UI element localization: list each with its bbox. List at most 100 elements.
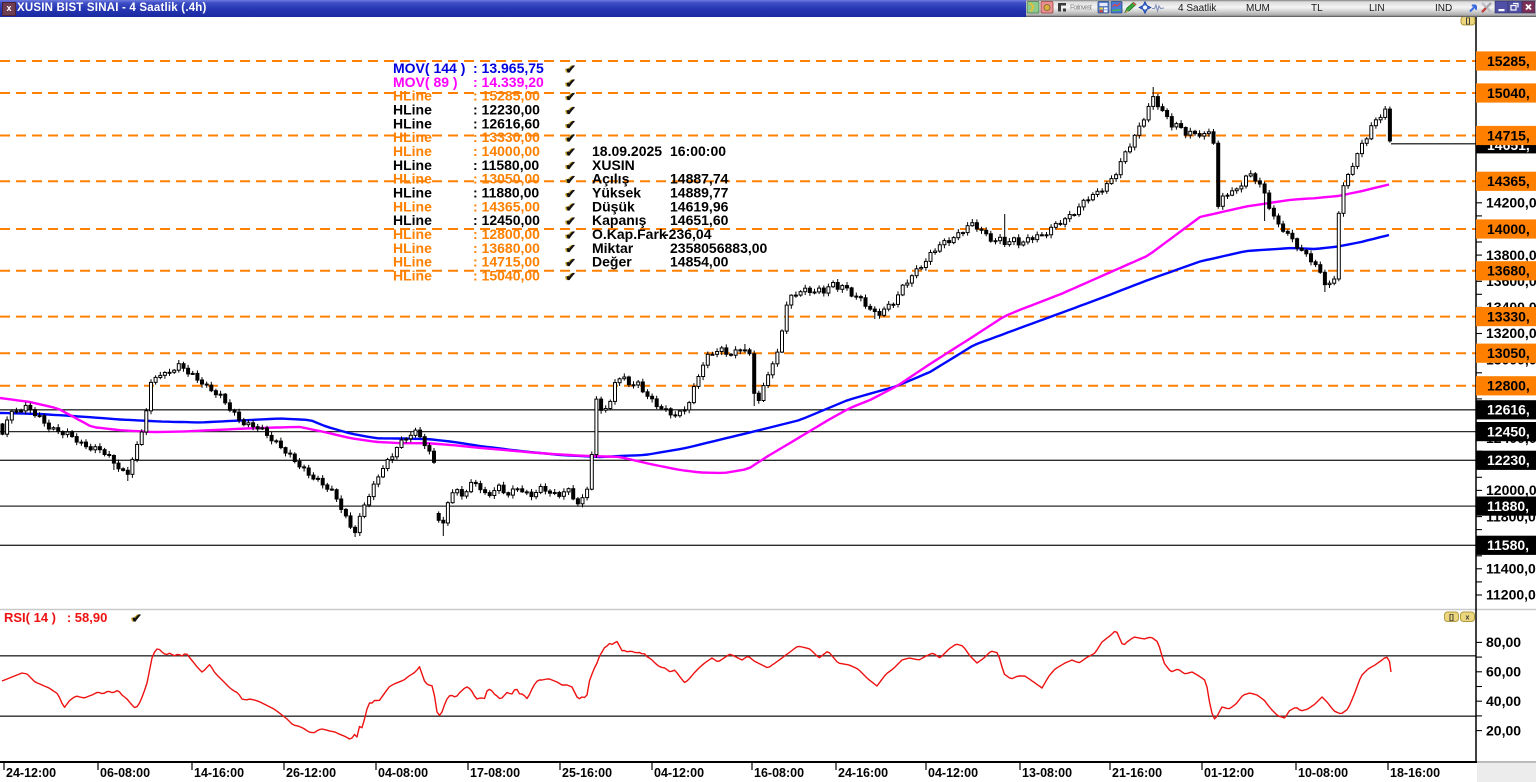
svg-text:Forinvest: Forinvest bbox=[1070, 5, 1092, 12]
svg-text:: 13680,00: : 13680,00 bbox=[473, 240, 540, 256]
svg-text:25-16:00: 25-16:00 bbox=[562, 766, 612, 780]
svg-text:HLine: HLine bbox=[393, 212, 432, 228]
svg-text:HLine: HLine bbox=[393, 115, 432, 131]
svg-text:12230,: 12230, bbox=[1487, 452, 1530, 468]
svg-text:XUSIN: XUSIN bbox=[592, 157, 635, 173]
svg-text:Miktar: Miktar bbox=[592, 240, 634, 256]
svg-text:✔: ✔ bbox=[566, 118, 576, 132]
svg-text:11880,: 11880, bbox=[1487, 498, 1529, 514]
svg-text:18-16:00: 18-16:00 bbox=[1390, 766, 1440, 780]
svg-text:10-08:00: 10-08:00 bbox=[1298, 766, 1348, 780]
svg-text:✔: ✔ bbox=[564, 159, 574, 173]
svg-text:✔: ✔ bbox=[564, 145, 574, 159]
svg-text:12450,: 12450, bbox=[1487, 424, 1530, 440]
svg-text:✔: ✔ bbox=[566, 63, 576, 77]
svg-text:✔: ✔ bbox=[564, 242, 574, 256]
svg-text:RSI( 14 ) : 58,90: RSI( 14 ) : 58,90 bbox=[4, 610, 107, 625]
svg-text:40,00: 40,00 bbox=[1486, 693, 1521, 709]
svg-text:✔: ✔ bbox=[566, 242, 576, 256]
svg-text:11400,0: 11400,0 bbox=[1486, 561, 1536, 577]
svg-text:13-08:00: 13-08:00 bbox=[1022, 766, 1072, 780]
svg-text:06-08:00: 06-08:00 bbox=[100, 766, 150, 780]
svg-text:✔: ✔ bbox=[566, 76, 576, 90]
svg-text:04-08:00: 04-08:00 bbox=[378, 766, 428, 780]
svg-text:Açılış: Açılış bbox=[592, 171, 630, 187]
svg-text:: 13.965,75: : 13.965,75 bbox=[473, 60, 544, 76]
svg-text:✔: ✔ bbox=[566, 201, 576, 215]
svg-text:✔: ✔ bbox=[564, 270, 574, 284]
svg-text:: 12616,60: : 12616,60 bbox=[473, 115, 540, 131]
svg-text:[]: [] bbox=[1449, 614, 1454, 621]
svg-text:HLine: HLine bbox=[393, 254, 432, 270]
svg-text:✔: ✔ bbox=[566, 187, 576, 201]
svg-text:13200,0: 13200,0 bbox=[1486, 325, 1536, 341]
svg-text:✔: ✔ bbox=[132, 612, 142, 626]
svg-text:✔: ✔ bbox=[566, 104, 576, 118]
svg-text:MOV( 89 ): MOV( 89 ) bbox=[393, 74, 458, 90]
svg-text:2358056883,00: 2358056883,00 bbox=[670, 240, 768, 256]
svg-text:✔: ✔ bbox=[564, 63, 574, 77]
svg-text:✔: ✔ bbox=[564, 173, 574, 187]
svg-text:HLine: HLine bbox=[393, 88, 432, 104]
svg-text:MOV( 144 ): MOV( 144 ) bbox=[393, 60, 465, 76]
svg-text:✔: ✔ bbox=[564, 228, 574, 242]
svg-text:14365,: 14365, bbox=[1487, 173, 1530, 189]
svg-text:HLine: HLine bbox=[393, 267, 432, 283]
svg-text:16-08:00: 16-08:00 bbox=[754, 766, 804, 780]
svg-text:14651,60: 14651,60 bbox=[670, 212, 729, 228]
svg-text:: 13050,00: : 13050,00 bbox=[473, 171, 540, 187]
svg-text:✔: ✔ bbox=[566, 173, 576, 187]
svg-text:HLine: HLine bbox=[393, 185, 432, 201]
svg-text:14715,: 14715, bbox=[1487, 127, 1530, 143]
svg-text:13800,0: 13800,0 bbox=[1486, 247, 1536, 263]
svg-text:✔: ✔ bbox=[564, 104, 574, 118]
svg-text:12616,: 12616, bbox=[1487, 402, 1530, 418]
svg-text:: 14000,00: : 14000,00 bbox=[473, 143, 540, 159]
svg-text:✔: ✔ bbox=[566, 145, 576, 159]
svg-text:HLine: HLine bbox=[393, 240, 432, 256]
svg-text:Düşük: Düşük bbox=[592, 198, 635, 214]
svg-text:: 14365,00: : 14365,00 bbox=[473, 198, 540, 214]
svg-text:[]: [] bbox=[1466, 18, 1471, 25]
svg-text:17-08:00: 17-08:00 bbox=[470, 766, 520, 780]
svg-text:✔: ✔ bbox=[566, 256, 576, 270]
svg-text:✔: ✔ bbox=[564, 256, 574, 270]
svg-text:24-16:00: 24-16:00 bbox=[838, 766, 888, 780]
svg-text:11580,: 11580, bbox=[1487, 537, 1529, 553]
svg-text:14200,0: 14200,0 bbox=[1486, 195, 1536, 211]
svg-text:12800,: 12800, bbox=[1487, 378, 1530, 394]
svg-text:14887,74: 14887,74 bbox=[670, 171, 729, 187]
svg-text:✔: ✔ bbox=[564, 201, 574, 215]
svg-text:HLine: HLine bbox=[393, 157, 432, 173]
svg-text:13680,: 13680, bbox=[1487, 263, 1530, 279]
svg-text:O.Kap.Fark: O.Kap.Fark bbox=[592, 226, 667, 242]
svg-text:HLine: HLine bbox=[393, 198, 432, 214]
svg-text:24-12:00: 24-12:00 bbox=[6, 766, 56, 780]
svg-text:12000,0: 12000,0 bbox=[1486, 482, 1536, 498]
svg-text:✔: ✔ bbox=[566, 228, 576, 242]
svg-text:21-16:00: 21-16:00 bbox=[1112, 766, 1162, 780]
svg-text:✔: ✔ bbox=[564, 132, 574, 146]
svg-text:✔: ✔ bbox=[564, 215, 574, 229]
svg-text:HLine: HLine bbox=[393, 102, 432, 118]
svg-text:Değer: Değer bbox=[592, 254, 632, 270]
svg-text:HLine: HLine bbox=[393, 129, 432, 145]
svg-text:Yüksek: Yüksek bbox=[592, 185, 641, 201]
svg-text:-236,04: -236,04 bbox=[664, 226, 712, 242]
svg-text:: 15040,00: : 15040,00 bbox=[473, 267, 540, 283]
svg-text:: 14.339,20: : 14.339,20 bbox=[473, 74, 544, 90]
svg-text:: 11880,00: : 11880,00 bbox=[473, 185, 539, 201]
svg-text:x: x bbox=[1466, 614, 1470, 621]
svg-text:20,00: 20,00 bbox=[1486, 722, 1521, 738]
svg-text:✔: ✔ bbox=[566, 270, 576, 284]
svg-text:01-12:00: 01-12:00 bbox=[1204, 766, 1254, 780]
svg-text:: 11580,00: : 11580,00 bbox=[473, 157, 539, 173]
svg-text:HLine: HLine bbox=[393, 171, 432, 187]
svg-text:: 13330,00: : 13330,00 bbox=[473, 129, 540, 145]
svg-text:✔: ✔ bbox=[564, 187, 574, 201]
svg-text:13330,: 13330, bbox=[1487, 309, 1530, 325]
svg-text:11200,0: 11200,0 bbox=[1486, 587, 1536, 603]
svg-text:18.09.2025: 18.09.2025 bbox=[592, 143, 662, 159]
svg-text:✔: ✔ bbox=[130, 612, 140, 626]
svg-text:: 15285,00: : 15285,00 bbox=[473, 88, 540, 104]
